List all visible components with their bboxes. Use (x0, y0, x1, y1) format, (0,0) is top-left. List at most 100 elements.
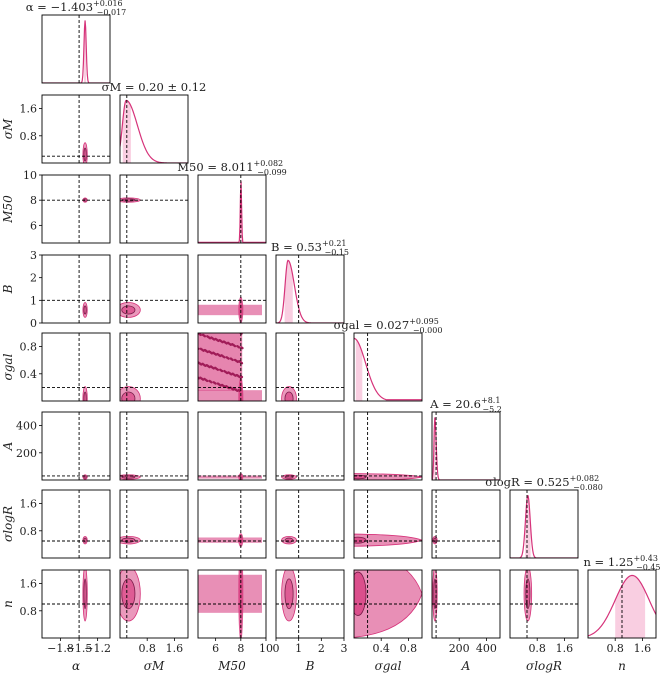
panel-title: σgal = 0.027+0.095 −0.000 (334, 317, 443, 335)
y-tick-label: 200 (16, 447, 37, 460)
scatter-point (219, 354, 222, 358)
y-tick-label: 1 (30, 294, 37, 307)
scatter-point (214, 353, 218, 356)
panel-frame (197, 254, 267, 324)
panel-frame (41, 569, 111, 639)
panel-frame (119, 94, 189, 164)
panel-frame (41, 94, 111, 164)
panel-frame (197, 174, 267, 244)
panel-frame (431, 489, 501, 559)
panel-content (198, 333, 266, 401)
scatter-point (225, 342, 228, 345)
x-axis-label: M50 (217, 659, 246, 673)
x-tick-label: −1.8 (47, 642, 74, 655)
panel-content (198, 255, 266, 323)
panel-title: B = 0.53+0.21 −0.15 (271, 239, 349, 257)
contour-sigma_logR-vs-B (275, 489, 345, 559)
x-tick-label: 0.8 (528, 642, 546, 655)
scatter-point (223, 356, 226, 359)
y-tick-label: 3 (30, 249, 37, 262)
panel-content (120, 412, 188, 480)
scatter-point (241, 346, 244, 350)
core-ellipse (238, 473, 244, 480)
panel-title: σlogR = 0.525+0.082 −0.080 (485, 474, 603, 492)
scatter-point (238, 389, 241, 393)
panel-content (354, 570, 422, 638)
contour-n-vs-A: 200 400 A (431, 569, 501, 673)
x-tick-label: 400 (476, 642, 497, 655)
panel-content (354, 412, 422, 480)
panel-title: σM = 0.20 ± 0.12 (102, 80, 207, 94)
panel-frame (275, 254, 345, 324)
credible-interval-fill (615, 575, 646, 638)
contour-inner (121, 305, 136, 315)
scatter-point (210, 381, 213, 384)
hist-alpha: α = −1.403+0.016 −0.017 (26, 0, 126, 84)
scatter-point (230, 373, 233, 376)
x-axis-label: A (461, 659, 471, 673)
panel-content (432, 490, 500, 558)
contour-sigma_logR-vs-A (431, 489, 501, 559)
x-tick-label: 1.6 (166, 642, 184, 655)
panel-content (120, 333, 188, 401)
y-tick-label: 1.6 (20, 498, 38, 511)
scatter-point (198, 377, 201, 380)
x-tick-label: −1.2 (84, 642, 111, 655)
contour-inner (354, 536, 367, 544)
panel-content (198, 175, 266, 243)
panel-frame (509, 489, 579, 559)
y-tick-label: 0.4 (20, 368, 38, 381)
panel-frame (197, 569, 267, 639)
core-ellipse (238, 570, 244, 638)
contour-sigma_logR-vs-M50 (197, 489, 267, 559)
panel-content (42, 255, 110, 323)
contour-sigma_logR-vs-alpha: 0.8 1.6 (20, 489, 111, 559)
contour-inner (83, 475, 87, 479)
contour-inner (83, 578, 87, 610)
marginal-curve (198, 181, 266, 243)
x-tick-label: 0.8 (400, 642, 418, 655)
panel-frame (431, 411, 501, 481)
y-tick-label: 2 (30, 272, 37, 285)
panel-frame (587, 569, 657, 639)
hist-A: A = 20.6+8.1 −5.2 (429, 396, 502, 481)
panel-content (120, 570, 188, 638)
credible-interval-fill (355, 339, 363, 401)
panel-frame (41, 332, 111, 402)
y-tick-label: 0 (30, 317, 37, 330)
scatter-point (227, 357, 230, 360)
contour-n-vs-alpha: 0.8 1.6 −1.8−1.5−1.2 α (20, 569, 111, 673)
panel-content (42, 570, 110, 638)
contour-inner (121, 578, 136, 610)
credible-interval-fill (284, 260, 293, 323)
panel-content (120, 255, 188, 323)
scatter-point (237, 346, 241, 349)
panel-content (120, 95, 188, 163)
panel-title: M50 = 8.011+0.082 −0.099 (177, 159, 287, 177)
panel-frame (119, 489, 189, 559)
y-tick-label: 1.6 (20, 578, 38, 591)
contour-inner (284, 391, 294, 401)
y-tick-label: 0.8 (20, 341, 38, 354)
scatter-point (202, 349, 205, 352)
y-tick-label: 0.8 (20, 605, 38, 618)
scatter-point (210, 352, 214, 355)
panel-frame (275, 411, 345, 481)
panel-content (42, 95, 110, 163)
scatter-point (236, 360, 239, 364)
panel-content (198, 490, 266, 558)
panel-frame (119, 174, 189, 244)
y-axis-label: B (1, 284, 15, 294)
contour-n-vs-sigma_logR: 0.8 1.6 σlogR (509, 569, 579, 673)
panel-content (354, 333, 422, 401)
tail-band (198, 475, 262, 479)
contour-sigma_M-vs-alpha: 0.8 1.6 (20, 94, 111, 164)
contour-sigma_logR-vs-sigma_M (119, 489, 189, 559)
panel-content (42, 175, 110, 243)
panel-content (510, 490, 578, 558)
marginal-curve (42, 20, 110, 83)
y-tick-label: 8 (30, 194, 37, 207)
x-tick-label: 3 (341, 642, 348, 655)
panel-frame (197, 332, 267, 402)
contour-inner (83, 391, 87, 401)
